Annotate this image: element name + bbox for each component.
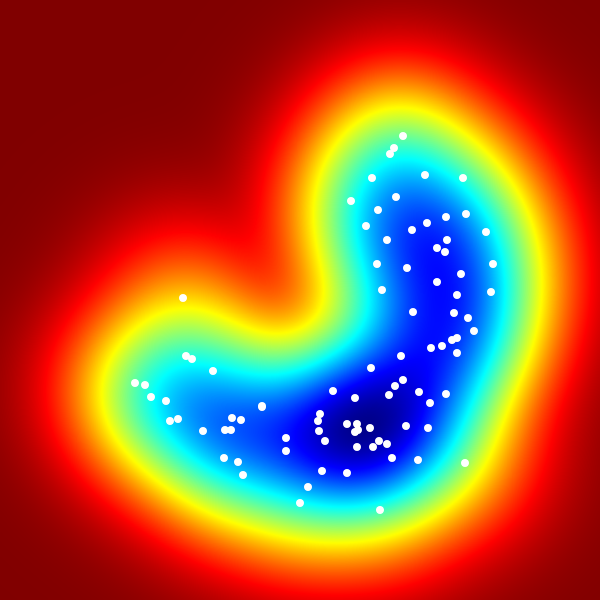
data-point: [438, 342, 446, 350]
data-point: [408, 226, 416, 234]
data-point: [489, 260, 497, 268]
data-point: [141, 381, 149, 389]
data-point: [239, 471, 247, 479]
data-point: [304, 483, 312, 491]
data-point: [442, 213, 450, 221]
data-point: [221, 426, 229, 434]
data-point: [383, 236, 391, 244]
data-point: [147, 393, 155, 401]
data-point: [351, 428, 359, 436]
data-point: [378, 286, 386, 294]
data-point: [415, 388, 423, 396]
data-point: [433, 278, 441, 286]
data-point: [296, 499, 304, 507]
data-point: [453, 291, 461, 299]
data-point: [388, 454, 396, 462]
data-point: [366, 424, 374, 432]
data-point: [220, 454, 228, 462]
data-point: [353, 443, 361, 451]
data-point: [374, 206, 382, 214]
data-point: [343, 420, 351, 428]
data-point: [414, 456, 422, 464]
data-point: [329, 387, 337, 395]
data-point: [457, 270, 465, 278]
data-point: [386, 150, 394, 158]
data-point: [462, 210, 470, 218]
data-point: [409, 308, 417, 316]
data-point: [318, 467, 326, 475]
data-point: [362, 222, 370, 230]
data-point: [375, 437, 383, 445]
data-point: [433, 244, 441, 252]
data-point: [347, 197, 355, 205]
data-point: [383, 440, 391, 448]
data-point: [321, 437, 329, 445]
data-point: [426, 399, 434, 407]
data-point: [464, 314, 472, 322]
data-point: [368, 174, 376, 182]
data-point: [315, 427, 323, 435]
data-point: [316, 410, 324, 418]
data-point: [376, 506, 384, 514]
data-point: [470, 327, 478, 335]
data-point: [443, 236, 451, 244]
data-point: [487, 288, 495, 296]
data-point: [441, 248, 449, 256]
data-point: [282, 447, 290, 455]
data-point: [182, 352, 190, 360]
data-point: [258, 403, 266, 411]
data-point: [199, 427, 207, 435]
data-point: [385, 391, 393, 399]
data-point: [314, 417, 322, 425]
data-point: [424, 424, 432, 432]
data-point: [166, 417, 174, 425]
data-point: [403, 264, 411, 272]
data-point: [131, 379, 139, 387]
data-point: [367, 364, 375, 372]
data-point: [402, 422, 410, 430]
data-point: [392, 193, 400, 201]
data-point: [343, 469, 351, 477]
data-point: [399, 376, 407, 384]
data-point: [353, 420, 361, 428]
data-point: [421, 171, 429, 179]
data-point: [351, 394, 359, 402]
data-point: [461, 459, 469, 467]
data-point: [397, 352, 405, 360]
data-point: [450, 309, 458, 317]
data-point: [234, 458, 242, 466]
data-point: [282, 434, 290, 442]
data-point: [427, 344, 435, 352]
data-point: [423, 219, 431, 227]
data-point: [237, 416, 245, 424]
data-point: [459, 174, 467, 182]
data-point: [209, 367, 217, 375]
data-point: [188, 355, 196, 363]
data-point: [174, 415, 182, 423]
data-point: [162, 397, 170, 405]
data-point: [228, 414, 236, 422]
data-point: [373, 260, 381, 268]
data-point: [399, 132, 407, 140]
data-point: [453, 334, 461, 342]
data-point: [453, 349, 461, 357]
data-point: [482, 228, 490, 236]
data-point: [442, 390, 450, 398]
data-point: [179, 294, 187, 302]
data-point: [390, 144, 398, 152]
data-point: [227, 426, 235, 434]
data-point: [391, 382, 399, 390]
data-point: [369, 443, 377, 451]
